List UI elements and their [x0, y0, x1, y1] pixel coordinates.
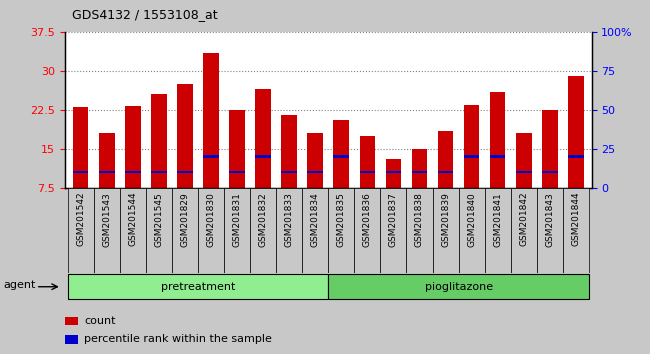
Text: GSM201545: GSM201545: [154, 192, 163, 247]
Text: GDS4132 / 1553108_at: GDS4132 / 1553108_at: [72, 8, 217, 21]
Bar: [172, 188, 198, 273]
Text: GSM201542: GSM201542: [76, 192, 85, 246]
Text: GSM201838: GSM201838: [415, 192, 424, 247]
Bar: [563, 188, 589, 273]
Bar: [203, 155, 219, 158]
Bar: [490, 155, 506, 158]
Text: GSM201839: GSM201839: [441, 192, 450, 247]
Text: pretreatment: pretreatment: [161, 282, 235, 292]
Bar: [120, 188, 146, 273]
Bar: [359, 136, 375, 188]
Text: percentile rank within the sample: percentile rank within the sample: [84, 335, 272, 344]
Bar: [125, 171, 140, 173]
Bar: [65, 335, 78, 343]
Text: GSM201832: GSM201832: [259, 192, 268, 247]
Text: GSM201831: GSM201831: [233, 192, 242, 247]
Bar: [224, 188, 250, 273]
Text: GSM201544: GSM201544: [128, 192, 137, 246]
Bar: [437, 131, 453, 188]
Bar: [333, 155, 349, 158]
Bar: [255, 89, 271, 188]
Bar: [307, 133, 323, 188]
Bar: [281, 115, 297, 188]
Bar: [307, 171, 323, 173]
Bar: [490, 92, 506, 188]
Bar: [177, 171, 192, 173]
Bar: [464, 155, 480, 158]
Text: GSM201843: GSM201843: [545, 192, 554, 247]
Text: pioglitazone: pioglitazone: [424, 282, 493, 292]
Bar: [68, 188, 94, 273]
Bar: [359, 171, 375, 173]
Bar: [568, 155, 584, 158]
Bar: [432, 188, 458, 273]
Bar: [68, 274, 328, 299]
Bar: [411, 171, 427, 173]
Bar: [437, 171, 453, 173]
Text: GSM201830: GSM201830: [207, 192, 215, 247]
Text: GSM201543: GSM201543: [102, 192, 111, 247]
Text: GSM201834: GSM201834: [311, 192, 320, 247]
Bar: [151, 94, 166, 188]
Text: GSM201836: GSM201836: [363, 192, 372, 247]
Bar: [485, 188, 511, 273]
Bar: [94, 188, 120, 273]
Bar: [255, 155, 271, 158]
Bar: [151, 171, 166, 173]
Bar: [73, 107, 88, 188]
Text: GSM201841: GSM201841: [493, 192, 502, 247]
Bar: [203, 53, 219, 188]
Text: GSM201833: GSM201833: [285, 192, 294, 247]
Bar: [542, 171, 558, 173]
Bar: [125, 106, 140, 188]
Text: GSM201829: GSM201829: [181, 192, 189, 247]
Bar: [229, 171, 245, 173]
Bar: [65, 317, 78, 325]
Bar: [73, 171, 88, 173]
Bar: [516, 171, 532, 173]
Text: count: count: [84, 316, 116, 326]
Bar: [380, 188, 406, 273]
Bar: [99, 133, 114, 188]
Bar: [281, 171, 297, 173]
Bar: [516, 133, 532, 188]
Bar: [385, 159, 401, 188]
Bar: [99, 171, 114, 173]
Bar: [511, 188, 537, 273]
Bar: [250, 188, 276, 273]
Text: GSM201844: GSM201844: [571, 192, 580, 246]
Bar: [542, 110, 558, 188]
Bar: [276, 188, 302, 273]
Text: GSM201840: GSM201840: [467, 192, 476, 247]
Bar: [568, 76, 584, 188]
Bar: [328, 188, 354, 273]
Bar: [328, 274, 589, 299]
Bar: [229, 110, 245, 188]
Bar: [537, 188, 563, 273]
Text: GSM201835: GSM201835: [337, 192, 346, 247]
Bar: [198, 188, 224, 273]
Text: agent: agent: [3, 280, 36, 290]
Bar: [458, 188, 485, 273]
Text: GSM201842: GSM201842: [519, 192, 528, 246]
Bar: [406, 188, 432, 273]
Bar: [333, 120, 349, 188]
Bar: [385, 171, 401, 173]
Bar: [302, 188, 328, 273]
Text: GSM201837: GSM201837: [389, 192, 398, 247]
Bar: [177, 84, 192, 188]
Bar: [146, 188, 172, 273]
Bar: [464, 104, 480, 188]
Bar: [411, 149, 427, 188]
Bar: [354, 188, 380, 273]
